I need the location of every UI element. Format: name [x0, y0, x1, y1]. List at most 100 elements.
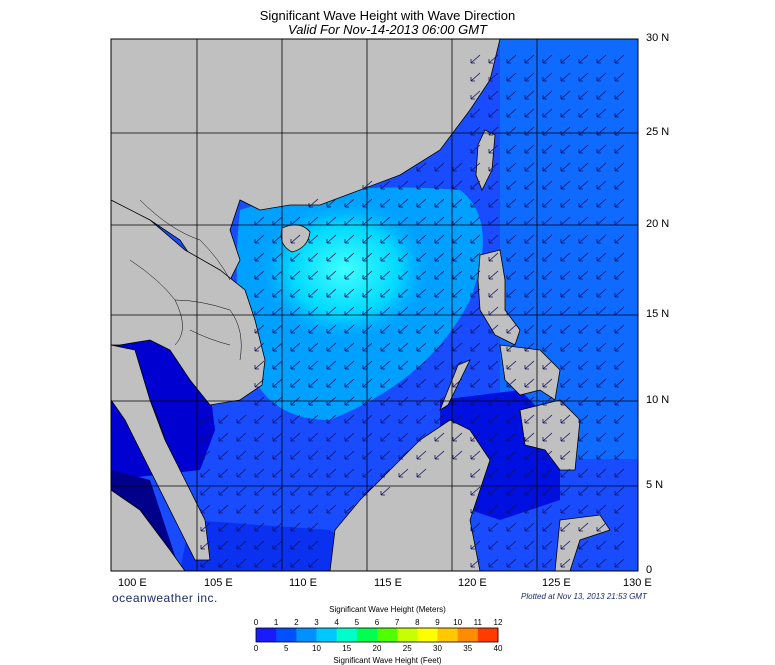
wave-arrow [398, 378, 409, 388]
wave-arrow [560, 414, 571, 424]
wave-arrow [524, 522, 535, 532]
wave-arrow [452, 306, 463, 316]
wave-arrow [614, 126, 625, 136]
wave-arrow [416, 306, 427, 316]
wave-arrow [380, 270, 391, 280]
wave-arrow [506, 342, 517, 352]
wave-arrow [488, 306, 499, 316]
wave-arrow [218, 432, 229, 442]
wave-arrow [308, 540, 319, 550]
legend-swatch [437, 628, 459, 642]
land-china [111, 39, 501, 281]
wave-arrow [254, 450, 265, 460]
wave-arrow [578, 162, 589, 172]
wave-arrow [236, 414, 247, 424]
wave-arrow [596, 306, 607, 316]
land-borneo [329, 419, 491, 571]
wave-arrow [542, 90, 553, 100]
wave-arrow [308, 468, 319, 478]
wave-arrow [416, 234, 427, 244]
wave-arrow [542, 216, 553, 226]
legend-tick-feet: 25 [402, 644, 412, 653]
wave-arrow [596, 450, 607, 460]
wave-arrow [578, 558, 589, 568]
wave-arrow [524, 324, 535, 334]
wave-arrow [272, 378, 283, 388]
wave-arrow [254, 504, 265, 514]
wave-arrow [416, 252, 427, 262]
legend-tick-feet: 40 [493, 644, 503, 653]
map-subtitle: Valid For Nov-14-2013 06:00 GMT [288, 22, 487, 37]
wave-arrow [308, 288, 319, 298]
wave-arrow [434, 288, 445, 298]
wave-arrow [470, 198, 481, 208]
wave-arrow [506, 522, 517, 532]
wave-arrow [308, 450, 319, 460]
wave-arrow [506, 324, 517, 334]
lat-label-25n: 25 N [646, 126, 670, 138]
wave-arrow [578, 72, 589, 82]
wave-arrow [398, 234, 409, 244]
wave-arrow [380, 234, 391, 244]
wave-arrow [308, 432, 319, 442]
lat-lon-grid [111, 39, 638, 571]
legend-tick-meters: 8 [415, 618, 420, 627]
wave-arrow [524, 180, 535, 190]
wave-arrow [452, 324, 463, 334]
wave-arrow [290, 288, 301, 298]
wave-arrow [488, 558, 499, 568]
wave-arrow [614, 558, 625, 568]
wave-arrow [506, 504, 517, 514]
wave-arrow [254, 252, 265, 262]
wave-arrow [506, 288, 517, 298]
wave-arrow [542, 270, 553, 280]
wave-arrow [506, 396, 517, 406]
wave-arrow [614, 414, 625, 424]
wave-arrow [596, 72, 607, 82]
wave-arrow [470, 216, 481, 226]
legend-tick-meters: 4 [334, 618, 339, 627]
legend-tick-feet: 20 [372, 644, 382, 653]
wave-arrow [560, 180, 571, 190]
legend-tick-meters: 12 [493, 618, 503, 627]
wave-arrow [398, 414, 409, 424]
wave-arrow [596, 234, 607, 244]
wave-arrow [506, 558, 517, 568]
wave-arrow [362, 414, 373, 424]
wave-arrow [614, 396, 625, 406]
plotted-timestamp: Plotted at Nov 13, 2013 21:53 GMT [521, 592, 647, 601]
wave-arrow [452, 162, 463, 172]
wave-arrow [614, 342, 625, 352]
wave-arrow [362, 324, 373, 334]
wave-arrow [560, 270, 571, 280]
wave-arrow [362, 450, 373, 460]
wave-arrow [578, 324, 589, 334]
wave-arrow [380, 198, 391, 208]
wave-arrow [470, 252, 481, 262]
legend-tick-meters: 7 [394, 618, 400, 627]
wave-arrow [506, 198, 517, 208]
wave-arrow [290, 396, 301, 406]
wave-arrow [578, 198, 589, 208]
wave-arrow [218, 540, 229, 550]
wave-arrow [272, 540, 283, 550]
wave-arrow [542, 360, 553, 370]
wave-arrow [326, 360, 337, 370]
wave-arrow [218, 450, 229, 460]
wave-arrow [614, 468, 625, 478]
wave-arrow [506, 54, 517, 64]
lon-label-125e: 125 E [542, 577, 571, 589]
wave-arrow [344, 252, 355, 262]
wave-arrow [560, 342, 571, 352]
wave-arrow [452, 342, 463, 352]
wave-arrow [416, 162, 427, 172]
wave-arrow [506, 180, 517, 190]
map-title: Significant Wave Height with Wave Direct… [259, 8, 516, 23]
wave-arrow [416, 342, 427, 352]
wave-arrow [560, 108, 571, 118]
wave-arrow [488, 270, 499, 280]
wave-arrow [578, 108, 589, 118]
wave-arrow [344, 306, 355, 316]
wave-arrow [560, 306, 571, 316]
wave-arrow [416, 180, 427, 190]
